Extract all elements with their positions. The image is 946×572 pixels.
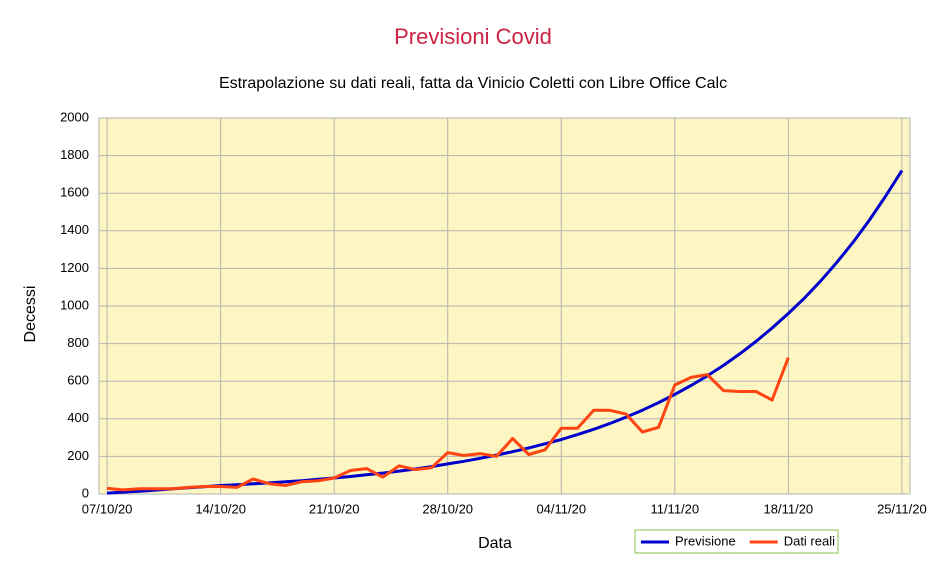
legend-label: Previsione bbox=[675, 533, 736, 548]
y-tick-label: 2000 bbox=[60, 109, 89, 124]
chart-subtitle: Estrapolazione su dati reali, fatta da V… bbox=[219, 75, 727, 92]
x-tick-label: 18/11/20 bbox=[764, 501, 814, 516]
x-tick-label: 04/11/20 bbox=[536, 501, 586, 516]
x-tick-label: 21/10/20 bbox=[309, 501, 360, 516]
y-tick-label: 0 bbox=[82, 485, 89, 500]
y-tick-label: 1200 bbox=[60, 260, 89, 275]
x-tick-label: 11/11/20 bbox=[650, 501, 699, 516]
x-tick-label: 14/10/20 bbox=[195, 501, 246, 516]
legend-box bbox=[634, 529, 839, 554]
x-axis-label: Data bbox=[478, 535, 512, 552]
x-tick-label: 28/10/20 bbox=[422, 501, 473, 516]
y-tick-label: 1000 bbox=[60, 297, 89, 312]
y-tick-label: 1400 bbox=[60, 222, 89, 237]
y-tick-label: 200 bbox=[67, 448, 89, 463]
plot-border bbox=[98, 117, 911, 495]
y-tick-label: 400 bbox=[67, 410, 89, 425]
x-tick-label: 07/10/20 bbox=[82, 501, 133, 516]
x-tick-label: 25/11/20 bbox=[877, 501, 927, 516]
y-axis-label: Decessi bbox=[22, 286, 39, 343]
y-tick-label: 600 bbox=[67, 373, 89, 388]
series-line bbox=[106, 357, 790, 492]
legend-label: Dati reali bbox=[784, 533, 835, 548]
chart-title: Previsioni Covid bbox=[394, 24, 552, 49]
y-tick-label: 1600 bbox=[60, 185, 89, 200]
y-tick-label: 1800 bbox=[60, 147, 89, 162]
y-tick-label: 800 bbox=[67, 335, 89, 350]
